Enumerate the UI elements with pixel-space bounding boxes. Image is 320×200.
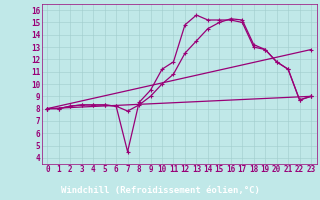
Text: Windchill (Refroidissement éolien,°C): Windchill (Refroidissement éolien,°C) [60,186,260,196]
